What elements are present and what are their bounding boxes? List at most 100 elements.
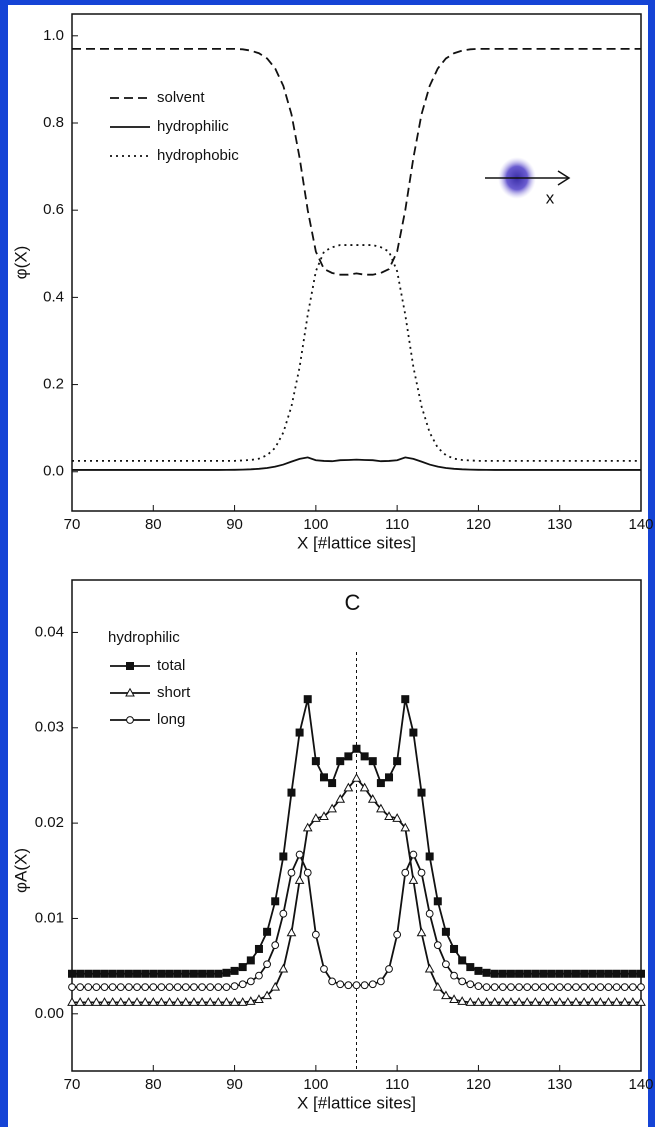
y-tick-label: 0.03 [35, 719, 64, 736]
marker [547, 969, 556, 978]
marker [515, 983, 523, 992]
marker [198, 983, 206, 992]
marker [450, 944, 459, 953]
marker [367, 794, 378, 803]
marker [442, 960, 450, 969]
y-axis-label: φA(X) [11, 848, 30, 893]
marker [466, 963, 475, 972]
x-tick-label: 70 [64, 516, 81, 533]
marker [132, 997, 142, 1006]
marker [368, 757, 377, 766]
marker [408, 875, 419, 884]
marker [148, 997, 159, 1006]
marker [157, 969, 166, 978]
x-tick-label: 90 [226, 516, 243, 533]
marker [335, 794, 346, 803]
marker [587, 997, 598, 1006]
marker [555, 983, 564, 992]
marker [262, 990, 272, 1000]
marker [246, 977, 255, 986]
marker [562, 997, 573, 1006]
plot-frame [71, 13, 642, 512]
marker [320, 965, 328, 973]
marker [385, 965, 393, 973]
marker [271, 897, 280, 906]
marker [359, 782, 370, 792]
marker [409, 850, 418, 859]
marker [433, 897, 442, 906]
x-tick-label: 110 [385, 1076, 409, 1093]
marker [75, 997, 85, 1006]
marker [76, 969, 85, 978]
marker [295, 728, 304, 737]
marker [116, 983, 125, 992]
marker [116, 969, 125, 978]
marker [205, 997, 216, 1006]
marker [425, 852, 434, 861]
marker [198, 969, 207, 978]
marker [133, 969, 142, 978]
marker [100, 983, 109, 992]
marker [400, 822, 411, 832]
marker [108, 969, 117, 978]
y-tick-label: 0.04 [35, 623, 64, 640]
marker [507, 983, 515, 992]
legend-marker [126, 662, 134, 670]
marker [580, 969, 589, 978]
marker [68, 983, 76, 992]
x-tick-label: 130 [547, 516, 572, 533]
frame-right [648, 0, 655, 1127]
marker [286, 927, 297, 937]
marker [554, 997, 565, 1006]
marker [133, 983, 141, 992]
marker [294, 875, 305, 884]
marker [368, 980, 377, 989]
marker [279, 909, 288, 918]
marker [417, 788, 426, 797]
marker [498, 969, 507, 978]
marker [539, 983, 548, 992]
legend-label: hydrophilic [157, 118, 229, 135]
y-axis-label: φ(X) [11, 246, 30, 280]
marker [604, 983, 613, 992]
legend-label: long [157, 711, 185, 728]
marker [287, 868, 296, 877]
marker [263, 927, 272, 936]
marker [596, 983, 605, 992]
marker [100, 969, 109, 978]
marker [115, 997, 126, 1006]
marker [393, 930, 402, 939]
x-tick-label: 80 [145, 1076, 162, 1093]
marker [482, 968, 491, 977]
marker [523, 969, 532, 978]
marker [628, 969, 637, 978]
marker [588, 983, 597, 992]
marker [612, 969, 621, 978]
marker [450, 971, 458, 980]
legend-label: short [157, 684, 191, 701]
marker [319, 773, 328, 782]
marker [376, 803, 386, 813]
marker [214, 983, 223, 992]
marker [254, 944, 263, 953]
marker [547, 983, 556, 992]
marker [596, 969, 605, 978]
marker [563, 969, 572, 978]
marker [620, 983, 629, 992]
marker [222, 968, 231, 977]
marker [539, 969, 548, 978]
x-tick-label: 80 [145, 516, 162, 533]
marker [637, 969, 645, 978]
marker [360, 752, 369, 761]
marker [230, 966, 239, 975]
series-line [72, 244, 641, 462]
marker [214, 969, 223, 978]
marker [563, 983, 572, 992]
marker [603, 997, 614, 1006]
marker [538, 997, 549, 1006]
series-line [72, 47, 641, 276]
arrow-head [557, 170, 571, 186]
marker [546, 997, 557, 1006]
